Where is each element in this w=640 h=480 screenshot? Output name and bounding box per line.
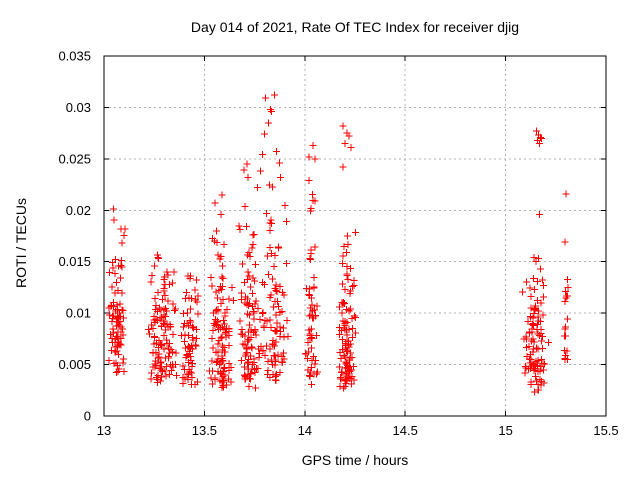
y-tick-label: 0.03 (66, 100, 91, 115)
x-tick-label: 14 (298, 423, 312, 438)
scatter-points (105, 91, 572, 396)
x-tick-label: 13.5 (192, 423, 217, 438)
y-tick-label: 0 (84, 409, 91, 424)
plot-border (103, 55, 607, 417)
x-axis-label: GPS time / hours (301, 452, 409, 468)
x-tick-label: 15.5 (593, 423, 618, 438)
y-tick-label: 0.01 (66, 306, 91, 321)
y-tick-label: 0.035 (58, 49, 91, 64)
y-tick-label: 0.025 (58, 151, 91, 166)
y-tick-label: 0.005 (58, 357, 91, 372)
y-tick-label: 0.02 (66, 203, 91, 218)
y-axis-label: ROTI / TECUs (13, 198, 29, 288)
axis-ticks (103, 55, 607, 417)
x-tick-label: 15 (498, 423, 512, 438)
chart-title: Day 014 of 2021, Rate Of TEC Index for r… (190, 19, 520, 35)
x-tick-label: 14.5 (393, 423, 418, 438)
x-tick-label: 13 (97, 423, 111, 438)
y-tick-label: 0.015 (58, 254, 91, 269)
